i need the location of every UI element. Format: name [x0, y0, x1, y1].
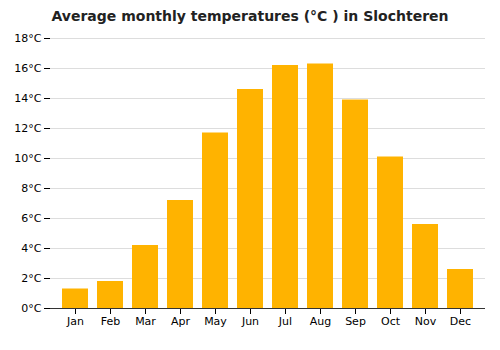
- svg-text:Nov: Nov: [415, 315, 437, 328]
- svg-text:18°C: 18°C: [14, 32, 41, 45]
- html-text:Average monthly temperatures (: Average monthly temperatures (°C ) in Sl…: [51, 8, 449, 24]
- svg-text:Jan: Jan: [66, 315, 84, 328]
- svg-text:Mar: Mar: [135, 315, 156, 328]
- svg-text:8°C: 8°C: [21, 182, 41, 195]
- svg-text:Oct: Oct: [381, 315, 401, 328]
- svg-text:4°C: 4°C: [21, 242, 41, 255]
- svg-text:6°C: 6°C: [21, 212, 41, 225]
- svg-text:Apr: Apr: [171, 315, 191, 328]
- svg-text:Jul: Jul: [278, 315, 292, 328]
- svg-text:12°C: 12°C: [14, 122, 41, 135]
- svg-text:Sep: Sep: [345, 315, 366, 328]
- svg-text:16°C: 16°C: [14, 62, 41, 75]
- svg-text:14°C: 14°C: [14, 92, 41, 105]
- svg-text:0°C: 0°C: [21, 302, 41, 315]
- svg-text:2°C: 2°C: [21, 272, 41, 285]
- svg-text:Feb: Feb: [101, 315, 120, 328]
- svg-text:May: May: [204, 315, 227, 328]
- svg-text:Jun: Jun: [241, 315, 259, 328]
- svg-text:10°C: 10°C: [14, 152, 41, 165]
- svg-text:Dec: Dec: [450, 315, 471, 328]
- svg-text:Aug: Aug: [310, 315, 331, 328]
